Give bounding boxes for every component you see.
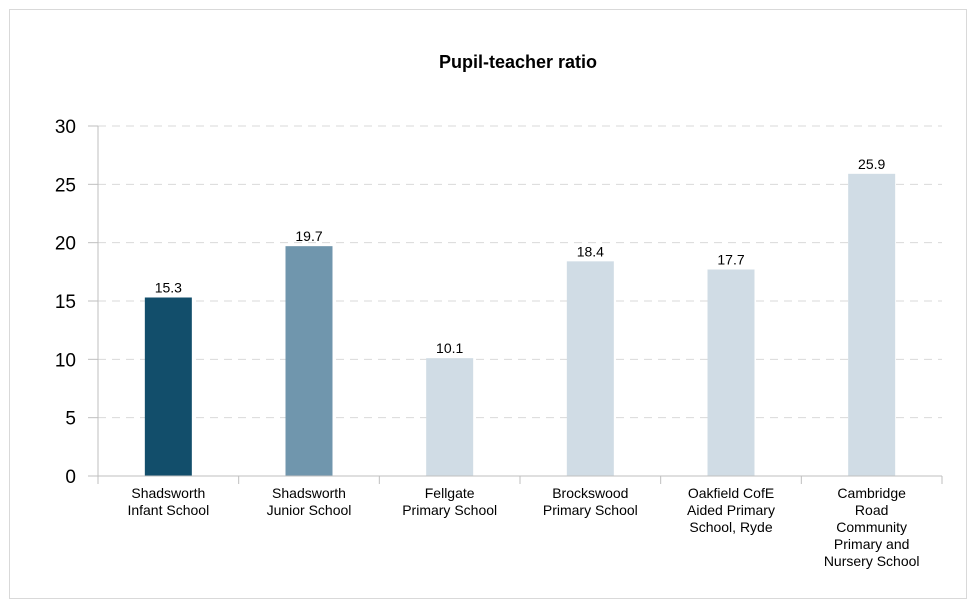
y-tick-label: 25 [55,175,76,196]
data-label: 18.4 [577,243,604,259]
bar [285,246,333,476]
x-tick-label: Fellgate Primary School [402,485,497,518]
x-tick-label: Brockswood Primary School [543,485,638,518]
bar [707,269,755,476]
x-tick-label: Oakfield CofE Aided Primary School, Ryde [687,485,775,535]
data-label: 19.7 [295,228,322,244]
data-label: 15.3 [155,280,182,296]
bar [426,358,474,476]
gridlines [98,125,942,419]
y-tick-label: 15 [55,292,76,313]
x-axis: Shadsworth Infant School Shadsworth Junior … [97,475,943,569]
x-tick-label: Cambridge Road Community Primary and Nursery… [824,485,920,569]
x-tick-label: Shadsworth Junior School [267,485,352,518]
bar [566,261,614,476]
y-tick-label: 20 [55,234,76,255]
data-label: 10.1 [436,340,463,356]
data-labels: 15.3 19.7 10.1 18.4 17.7 25.9 [155,156,886,356]
bars [144,173,896,477]
data-label: 25.9 [858,156,885,172]
y-axis: 0 5 10 15 20 25 30 [55,117,99,488]
chart-title: Pupil-teacher ratio [439,52,597,72]
y-tick-label: 5 [65,409,76,430]
bar [848,173,896,477]
data-label: 17.7 [717,252,744,268]
y-tick-label: 0 [65,467,76,488]
x-tick-label: Shadsworth Infant School [127,485,209,518]
y-tick-label: 30 [55,117,76,138]
y-tick-label: 10 [55,350,76,371]
bar [144,297,192,476]
